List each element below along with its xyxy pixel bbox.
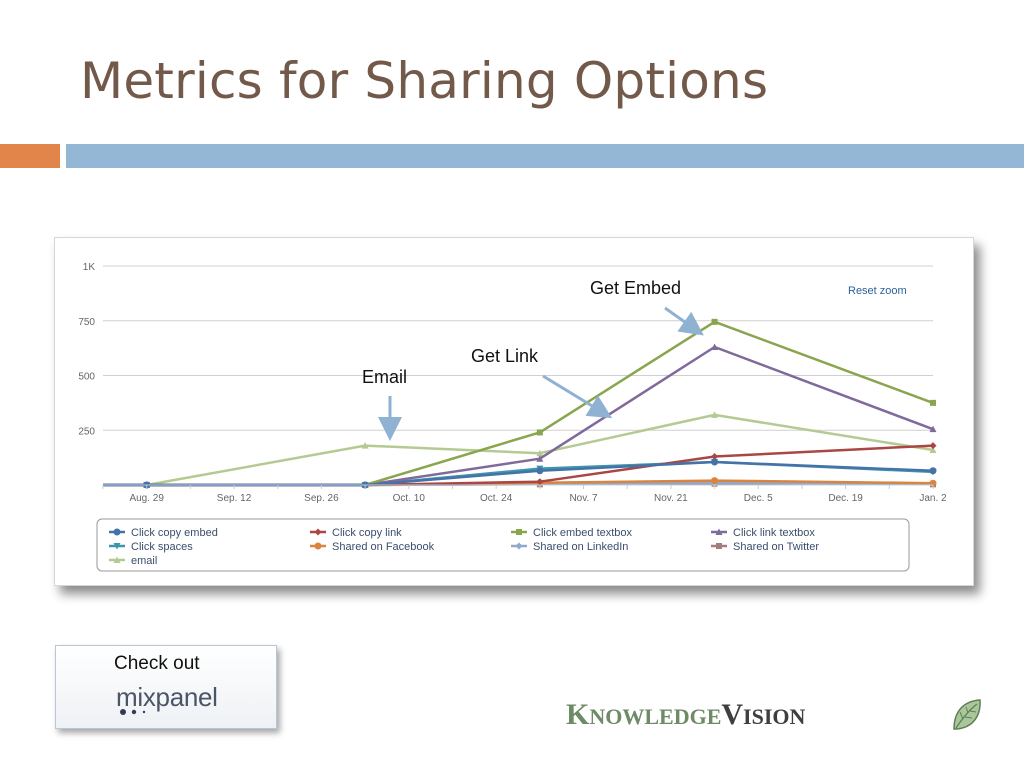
legend-item: Click link textbox — [711, 527, 815, 539]
legend-item: email — [109, 555, 157, 567]
mixpanel-dots-icon — [120, 709, 146, 715]
legend-item: Shared on LinkedIn — [511, 541, 628, 553]
brand-ision: ISION — [743, 704, 806, 729]
mixpanel-link-box[interactable]: Check out mixpanel — [55, 645, 277, 729]
data-point — [929, 446, 937, 453]
accent-bar-orange — [0, 144, 60, 168]
knowledgevision-logo: KNOWLEDGEVISION — [566, 698, 805, 732]
brand-v: V — [721, 698, 744, 731]
data-point — [113, 556, 121, 563]
callout-email: Email — [362, 367, 407, 387]
legend-label: Click copy link — [332, 527, 402, 539]
x-tick-label: Dec. 5 — [744, 493, 773, 504]
legend-item: Click spaces — [109, 541, 193, 553]
data-point — [314, 528, 322, 536]
data-point — [536, 467, 544, 475]
series-line — [103, 413, 934, 487]
data-point — [711, 477, 719, 485]
data-point — [715, 528, 723, 535]
series-line — [103, 345, 934, 487]
x-tick-label: Oct. 10 — [393, 493, 426, 504]
callout-arrow-link — [542, 374, 613, 419]
data-point — [314, 542, 322, 550]
mixpanel-logo: mixpanel — [116, 682, 218, 712]
callout-get-embed: Get Embed — [590, 278, 681, 298]
data-point — [930, 399, 936, 406]
y-tick-label: 1K — [83, 262, 96, 273]
data-point — [536, 449, 544, 457]
series-email — [103, 411, 937, 488]
x-tick-label: Jan. 2 — [919, 493, 947, 504]
x-tick-label: Nov. 7 — [569, 493, 598, 504]
brand-nowledge: NOWLEDGE — [589, 704, 722, 729]
x-tick-label: Sep. 12 — [217, 493, 252, 504]
data-point — [711, 453, 719, 461]
legend-label: Shared on Twitter — [733, 541, 819, 553]
data-point — [716, 543, 722, 549]
legend-label: Click link textbox — [733, 527, 815, 539]
data-point — [516, 529, 522, 535]
slide-title: Metrics for Sharing Options — [80, 52, 769, 110]
callout-arrow-embed — [664, 306, 704, 336]
x-tick-label: Oct. 24 — [480, 493, 513, 504]
data-point — [536, 478, 544, 486]
data-point — [711, 318, 718, 325]
legend-label: Click spaces — [131, 541, 193, 553]
data-point — [536, 429, 543, 436]
data-point — [929, 425, 937, 433]
reset-zoom-button[interactable]: Reset zoom — [848, 285, 907, 297]
brand-k: K — [566, 698, 590, 731]
data-point — [711, 411, 719, 418]
legend-item: Click embed textbox — [511, 527, 633, 539]
leaf-icon — [953, 699, 981, 730]
x-tick-label: Dec. 19 — [828, 493, 863, 504]
data-point — [536, 455, 544, 462]
data-point — [929, 467, 937, 475]
line-chart: 1K 750 500 250 Aug. 29 Sep. 12 Sep. 26 Oct. 10 O… — [78, 262, 947, 572]
y-tick-label: 250 — [78, 426, 95, 437]
chart-screenshot: 1K 750 500 250 Aug. 29 Sep. 12 Sep. 26 Oct. 10 O… — [54, 237, 974, 586]
data-point — [711, 343, 719, 351]
legend-item: Shared on Twitter — [711, 541, 819, 553]
callout-get-link: Get Link — [471, 346, 539, 366]
legend-item: Click copy embed — [109, 527, 218, 539]
data-point — [711, 458, 719, 466]
x-tick-label: Sep. 26 — [304, 493, 339, 504]
legend-label: Click embed textbox — [533, 527, 633, 539]
data-point — [515, 542, 523, 550]
data-point — [113, 528, 121, 536]
legend-item: Shared on Facebook — [310, 541, 435, 553]
legend-label: Shared on LinkedIn — [533, 541, 628, 553]
legend-box — [96, 518, 910, 572]
check-out-text: Check out — [114, 653, 200, 674]
legend-label: Click copy embed — [131, 527, 218, 539]
accent-bar-blue — [66, 144, 1024, 168]
legend-label: email — [131, 555, 157, 567]
data-point — [113, 543, 121, 550]
data-point — [929, 442, 937, 450]
x-tick-label: Nov. 21 — [654, 493, 688, 504]
legend-label: Shared on Facebook — [332, 541, 435, 553]
y-tick-label: 750 — [78, 317, 95, 328]
data-point — [361, 442, 369, 449]
y-tick-label: 500 — [78, 372, 95, 383]
x-tick-label: Aug. 29 — [129, 493, 164, 504]
legend-item: Click copy link — [310, 527, 402, 539]
